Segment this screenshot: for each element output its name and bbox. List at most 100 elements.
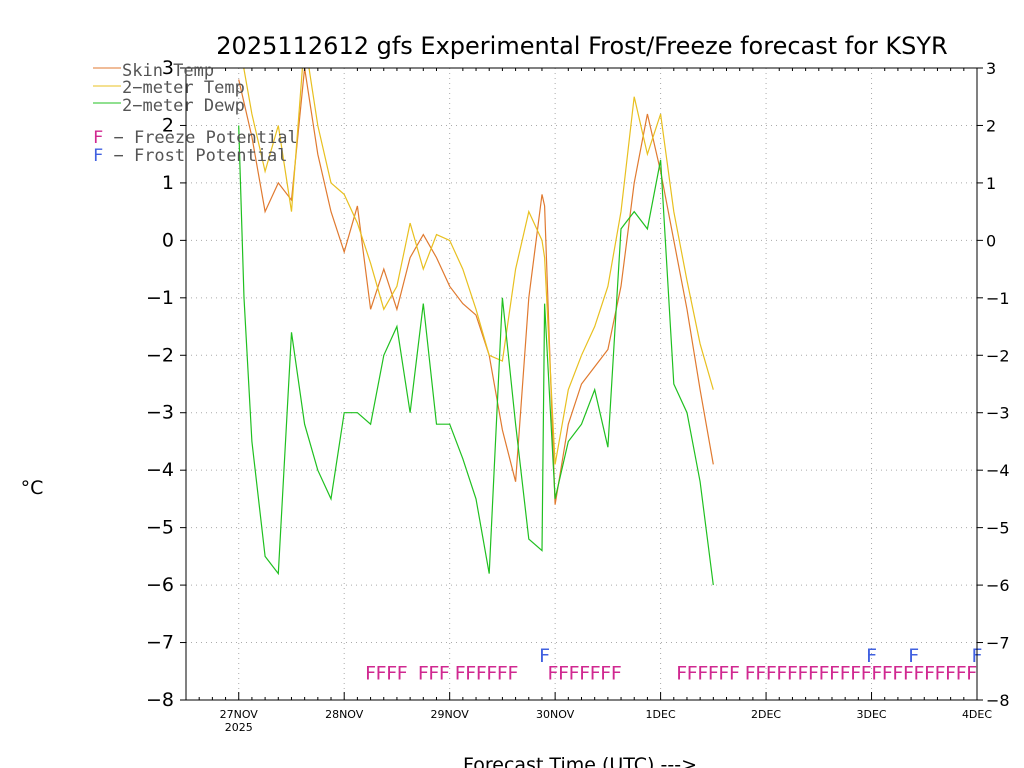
y-tick-label-right: −2 <box>986 346 1010 365</box>
freeze-potential-mark: F <box>776 662 787 684</box>
freeze-potential-mark: F <box>676 662 687 684</box>
freeze-potential-mark: F <box>766 662 777 684</box>
legend-frost: F − Frost Potential <box>93 146 287 166</box>
x-tick-label: 27NOV <box>220 708 259 721</box>
freeze-potential-mark: F <box>579 662 590 684</box>
legend-skin: Skin Temp <box>122 61 214 81</box>
y-tick-label-left: −1 <box>146 287 174 309</box>
x-tick-sublabel: 2025 <box>225 721 253 734</box>
freeze-potential-mark: F <box>486 662 497 684</box>
y-axis-label: °C <box>21 477 44 499</box>
freeze-potential-mark: F <box>924 662 935 684</box>
freeze-potential-mark: F <box>439 662 450 684</box>
y-tick-label-left: −2 <box>146 344 174 366</box>
y-tick-label-left: −4 <box>146 459 174 481</box>
freeze-potential-mark: F <box>787 662 798 684</box>
freeze-potential-mark: F <box>418 662 429 684</box>
legend-dewp: 2−meter Dewp <box>122 96 245 116</box>
y-tick-label-right: 1 <box>986 174 996 193</box>
axes: −8 −8 −7 −7 −6 −6 −5 −5 −4 −4 −3 −3 −2 −2 −1 −1 0 0 1 1 2 2 3 3… <box>146 57 1010 734</box>
y-tick-label-right: −3 <box>986 404 1010 423</box>
frost-potential-mark: F <box>539 645 550 667</box>
x-tick-label: 28NOV <box>325 708 364 721</box>
freeze-potential-mark: F <box>861 662 872 684</box>
legend-frost-prefix: F <box>93 146 103 166</box>
series-line-2-meter-dewp <box>238 125 714 586</box>
freeze-potential-mark: F <box>476 662 487 684</box>
freeze-potential-mark: F <box>755 662 766 684</box>
frost-potential-mark: F <box>866 645 877 667</box>
y-tick-label-left: −6 <box>146 574 174 596</box>
freeze-potential-mark: F <box>745 662 756 684</box>
freeze-potential-mark: F <box>558 662 569 684</box>
y-tick-label-left: −5 <box>146 517 174 539</box>
freeze-potential-mark: F <box>497 662 508 684</box>
frost-potential-mark: F <box>908 645 919 667</box>
x-axis-label: Forecast Time (UTC) ---> <box>463 754 697 768</box>
y-tick-label-left: −8 <box>146 689 174 711</box>
x-tick-label: 29NOV <box>431 708 470 721</box>
freeze-potential-mark: F <box>600 662 611 684</box>
freeze-potential-mark: F <box>718 662 729 684</box>
series-lines <box>238 68 714 586</box>
y-tick-label-right: 2 <box>986 116 996 135</box>
freeze-potential-mark: F <box>729 662 740 684</box>
series-line-skin-temp <box>238 68 714 505</box>
freeze-potential-mark: F <box>687 662 698 684</box>
freeze-potential-mark: F <box>708 662 719 684</box>
freeze-potential-mark: F <box>465 662 476 684</box>
freeze-potential-mark: F <box>428 662 439 684</box>
freeze-potential-mark: F <box>507 662 518 684</box>
freeze-potential-mark: F <box>945 662 956 684</box>
legend-freeze-text: − Freeze Potential <box>103 128 297 148</box>
freeze-potential-mark: F <box>590 662 601 684</box>
y-tick-label-left: 2 <box>162 114 174 136</box>
freeze-potential-mark: F <box>455 662 466 684</box>
y-tick-label-left: 0 <box>162 229 174 251</box>
legend-freeze-prefix: F <box>93 128 103 148</box>
y-tick-label-right: −6 <box>986 576 1010 595</box>
freeze-potential-mark: F <box>397 662 408 684</box>
freeze-potential-mark: F <box>903 662 914 684</box>
freeze-potential-mark: F <box>697 662 708 684</box>
freeze-potential-mark: F <box>914 662 925 684</box>
legend-temp: 2−meter Temp <box>122 78 245 98</box>
freeze-potential-mark: F <box>611 662 622 684</box>
x-tick-label: 30NOV <box>536 708 575 721</box>
freeze-potential-mark: F <box>365 662 376 684</box>
legend-frost-text: − Frost Potential <box>103 146 287 166</box>
y-tick-label-right: −1 <box>986 289 1010 308</box>
chart-title: 2025112612 gfs Experimental Frost/Freeze… <box>216 32 947 60</box>
y-tick-label-left: 3 <box>162 57 174 79</box>
y-tick-label-right: −4 <box>986 461 1010 480</box>
y-tick-label-right: 0 <box>986 231 996 250</box>
series-line-2-meter-temp <box>243 68 714 465</box>
y-tick-label-left: −7 <box>146 632 174 654</box>
freeze-potential-mark: F <box>956 662 967 684</box>
y-tick-label-left: −3 <box>146 402 174 424</box>
freeze-potential-mark: F <box>386 662 397 684</box>
x-tick-label: 2DEC <box>751 708 781 721</box>
y-tick-label-right: −7 <box>986 634 1010 653</box>
freeze-potential-mark: F <box>840 662 851 684</box>
y-tick-label-right: −5 <box>986 519 1010 538</box>
freeze-potential-mark: F <box>850 662 861 684</box>
freeze-potential-mark: F <box>798 662 809 684</box>
freeze-potential-mark: F <box>376 662 387 684</box>
freeze-potential-mark: F <box>829 662 840 684</box>
freeze-potential-mark: F <box>871 662 882 684</box>
freeze-potential-mark: F <box>569 662 580 684</box>
freeze-potential-mark: F <box>548 662 559 684</box>
legend: Skin Temp 2−meter Temp 2−meter Dewp F − … <box>93 61 298 166</box>
freeze-potential-mark: F <box>882 662 893 684</box>
x-tick-label: 1DEC <box>646 708 676 721</box>
y-tick-label-right: −8 <box>986 691 1010 710</box>
plot-frame <box>185 67 978 701</box>
freeze-potential-mark: F <box>935 662 946 684</box>
x-tick-label: 3DEC <box>856 708 886 721</box>
legend-freeze: F − Freeze Potential <box>93 128 298 148</box>
y-tick-label-left: 1 <box>162 172 174 194</box>
freeze-potential-mark: F <box>819 662 830 684</box>
freeze-potential-mark: F <box>892 662 903 684</box>
